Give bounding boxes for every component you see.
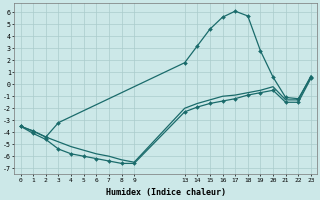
X-axis label: Humidex (Indice chaleur): Humidex (Indice chaleur) xyxy=(106,188,226,197)
